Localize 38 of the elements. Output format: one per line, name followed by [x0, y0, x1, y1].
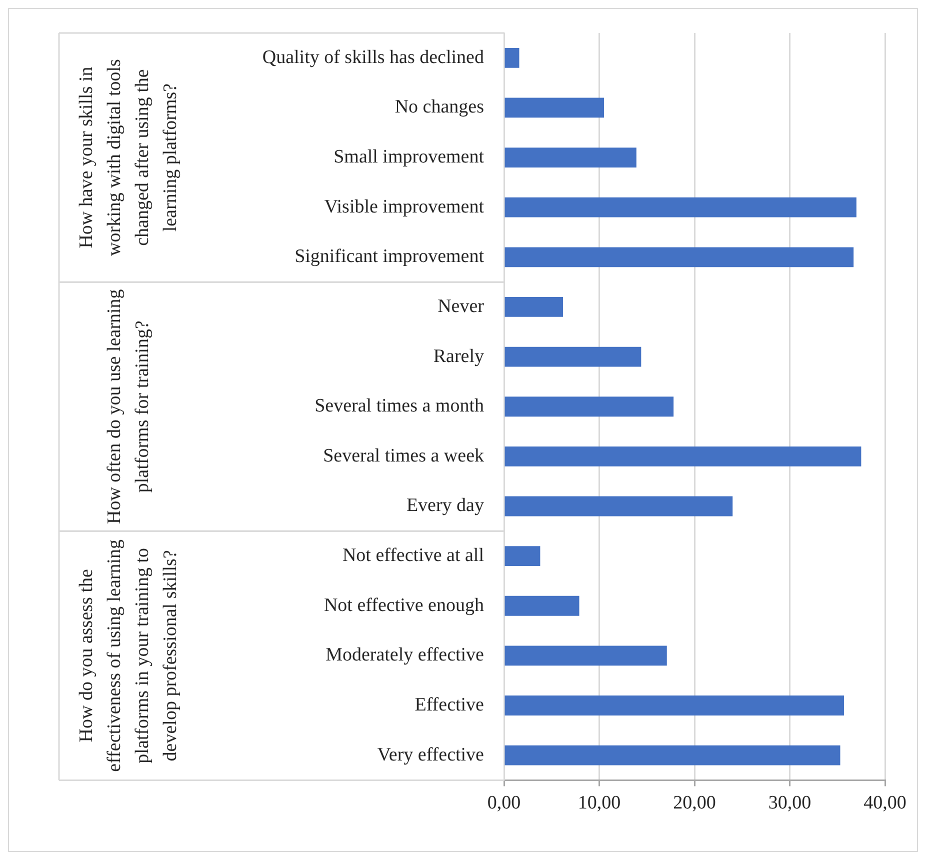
y-tick-label: No changes — [394, 96, 484, 118]
bar — [504, 297, 564, 317]
y-tick-label: Visible improvement — [324, 196, 485, 218]
y-tick-label: Significant improvement — [294, 246, 485, 268]
bar — [504, 197, 856, 218]
y-tick-label: Several times a week — [323, 445, 484, 466]
bar — [504, 745, 840, 766]
bar — [504, 646, 667, 666]
bar — [504, 596, 580, 616]
y-tick-label: Rarely — [433, 346, 484, 367]
text: How often do you use learning platforms for training? — [104, 288, 153, 524]
y-tick-label: Several times a month — [314, 396, 484, 417]
bar — [504, 346, 642, 367]
x-tick-label: 30,00 — [768, 792, 812, 814]
y-tick-label: Every day — [406, 495, 484, 516]
x-tick-label: 0,00 — [487, 792, 521, 814]
bar — [504, 98, 604, 118]
text: How have your skills in working with digital tools changed after using the learning platforms? — [76, 59, 181, 256]
y-tick-label: Effective — [414, 694, 484, 716]
bar — [504, 247, 854, 268]
bar — [504, 696, 844, 716]
bar — [504, 496, 733, 516]
y-tick-label: Never — [438, 296, 485, 317]
text: How do you assess the effectiveness of using learning platforms in your training to develop professional skills? — [76, 539, 181, 772]
x-tick-label: 10,00 — [578, 792, 621, 814]
y-tick-label: Very effective — [377, 744, 484, 766]
x-tick-label: 20,00 — [673, 792, 716, 814]
bar — [504, 546, 540, 566]
bar — [504, 396, 674, 417]
bar — [504, 148, 636, 168]
y-tick-label: Moderately effective — [326, 644, 484, 666]
x-tick-label: 40,00 — [864, 792, 906, 814]
y-tick-label: Small improvement — [334, 146, 485, 168]
y-tick-label: Not effective at all — [342, 545, 484, 566]
bar — [504, 446, 862, 466]
bar — [504, 48, 520, 68]
y-tick-label: Not effective enough — [324, 594, 484, 616]
y-tick-label: Quality of skills has declined — [262, 46, 484, 68]
